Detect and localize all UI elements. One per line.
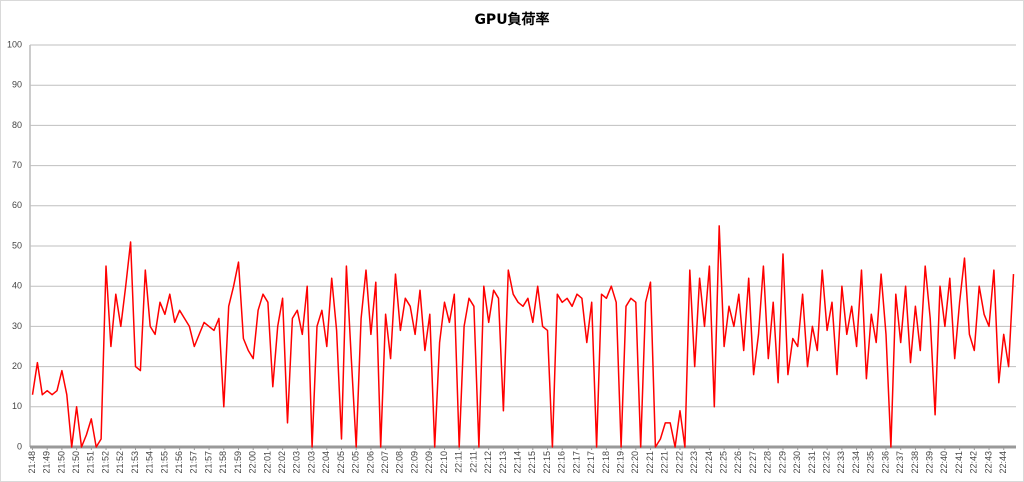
x-tick-label: 21:48 <box>27 451 37 474</box>
x-tick-label: 22:36 <box>880 451 890 474</box>
x-tick-label: 22:17 <box>571 451 581 474</box>
y-tick-label: 30 <box>12 321 22 331</box>
x-tick-label: 22:05 <box>351 451 361 474</box>
y-tick-label: 70 <box>12 160 22 170</box>
x-tick-label: 22:18 <box>601 451 611 474</box>
x-tick-label: 22:28 <box>763 451 773 474</box>
x-tick-label: 21:55 <box>159 451 169 474</box>
x-tick-label: 22:33 <box>836 451 846 474</box>
x-tick-label: 22:34 <box>851 451 861 474</box>
x-tick-label: 21:50 <box>56 451 66 474</box>
y-tick-label: 10 <box>12 401 22 411</box>
x-tick-label: 22:10 <box>439 451 449 474</box>
y-tick-label: 100 <box>7 39 22 49</box>
chart-title: GPU負荷率 <box>474 11 549 28</box>
x-tick-label: 21:57 <box>203 451 213 474</box>
x-tick-label: 22:35 <box>866 451 876 474</box>
x-tick-label: 22:04 <box>321 451 331 474</box>
x-tick-label: 22:30 <box>792 451 802 474</box>
x-tick-label: 22:26 <box>733 451 743 474</box>
x-tick-label: 22:31 <box>807 451 817 474</box>
x-tick-label: 21:57 <box>189 451 199 474</box>
data-line <box>31 225 1015 448</box>
y-tick-label: 80 <box>12 120 22 130</box>
x-tick-label: 22:03 <box>292 451 302 474</box>
x-tick-label: 21:53 <box>130 451 140 474</box>
x-tick-label: 22:09 <box>424 451 434 474</box>
x-tick-label: 21:54 <box>145 451 155 474</box>
x-tick-label: 22:38 <box>910 451 920 474</box>
x-tick-label: 22:21 <box>660 451 670 474</box>
x-tick-label: 22:06 <box>365 451 375 474</box>
x-tick-label: 22:43 <box>983 451 993 474</box>
x-tick-label: 22:24 <box>704 451 714 474</box>
y-tick-label: 0 <box>17 441 22 451</box>
x-tick-label: 22:29 <box>777 451 787 474</box>
x-tick-label: 22:16 <box>557 451 567 474</box>
y-tick-label: 90 <box>12 80 22 90</box>
x-tick-label: 22:07 <box>380 451 390 474</box>
x-tick-label: 22:22 <box>674 451 684 474</box>
x-tick-label: 22:37 <box>895 451 905 474</box>
x-tick-label: 22:40 <box>939 451 949 474</box>
x-tick-label: 22:03 <box>306 451 316 474</box>
x-tick-label: 22:32 <box>822 451 832 474</box>
x-tick-label: 22:13 <box>498 451 508 474</box>
x-tick-label: 22:01 <box>262 451 272 474</box>
x-tick-label: 21:52 <box>100 451 110 474</box>
x-tick-label: 22:42 <box>969 451 979 474</box>
x-tick-label: 22:00 <box>248 451 258 474</box>
x-tick-label: 21:58 <box>218 451 228 474</box>
y-tick-label: 50 <box>12 240 22 250</box>
x-tick-label: 22:44 <box>998 451 1008 474</box>
x-tick-label: 22:41 <box>954 451 964 474</box>
x-tick-label: 22:02 <box>277 451 287 474</box>
x-tick-label: 22:15 <box>527 451 537 474</box>
x-tick-label: 22:14 <box>512 451 522 474</box>
x-tick-label: 21:59 <box>233 451 243 474</box>
x-tick-label: 21:52 <box>115 451 125 474</box>
x-tick-label: 22:05 <box>336 451 346 474</box>
y-tick-label: 60 <box>12 200 22 210</box>
x-tick-label: 21:50 <box>71 451 81 474</box>
x-tick-label: 22:19 <box>615 451 625 474</box>
x-tick-label: 22:11 <box>468 451 478 473</box>
x-tick-label: 21:51 <box>86 451 96 474</box>
x-tick-label: 22:23 <box>689 451 699 474</box>
x-tick-label: 22:15 <box>542 451 552 474</box>
x-tick-label: 22:08 <box>395 451 405 474</box>
x-tick-label: 22:27 <box>748 451 758 474</box>
y-tick-label: 40 <box>12 281 22 291</box>
x-tick-label: 22:17 <box>586 451 596 474</box>
x-tick-label: 22:39 <box>925 451 935 474</box>
x-tick-label: 22:25 <box>718 451 728 474</box>
x-tick-label: 22:12 <box>483 451 493 474</box>
y-tick-label: 20 <box>12 361 22 371</box>
x-tick-label: 22:21 <box>645 451 655 474</box>
x-tick-label: 22:09 <box>409 451 419 474</box>
x-tick-label: 21:56 <box>174 451 184 474</box>
x-tick-label: 22:20 <box>630 451 640 474</box>
x-tick-label: 21:49 <box>42 451 52 474</box>
x-tick-label: 22:11 <box>454 451 464 473</box>
